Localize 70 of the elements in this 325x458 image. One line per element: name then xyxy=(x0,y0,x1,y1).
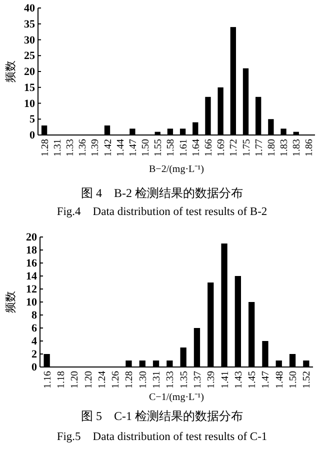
x-tick-label: 1.48 xyxy=(274,371,286,388)
x-tick-label: 1.64 xyxy=(190,139,202,156)
text: 图 5 C-1 检测结果的数据分布 xyxy=(81,409,243,423)
x-tick-label: 1.77 xyxy=(254,139,265,156)
y-axis-title: 频数 xyxy=(5,291,17,313)
y-tick-label: 8 xyxy=(32,310,38,322)
x-tick-label: 1.39 xyxy=(206,371,218,388)
y-axis-title: 频数 xyxy=(5,60,17,82)
y-tick-label: 30 xyxy=(24,34,36,46)
y-tick-label: 12 xyxy=(26,284,38,296)
y-tick-label: 6 xyxy=(32,322,38,334)
x-tick-label: 1.80 xyxy=(266,139,278,156)
x-tick-label: 1.45 xyxy=(247,371,258,388)
x-tick-label: 1.72 xyxy=(228,139,240,156)
x-tick-label: 1.31 xyxy=(52,139,64,156)
y-tick-label: 18 xyxy=(26,244,38,256)
x-tick-label: 1.66 xyxy=(203,139,214,156)
x-tick-label: 1.43 xyxy=(233,371,244,388)
y-tick-label: 0 xyxy=(32,362,38,374)
x-axis-title: C−1/(mg·L⁻¹) xyxy=(149,392,204,403)
x-tick-label: 1.24 xyxy=(96,371,108,388)
x-tick-label: 1.69 xyxy=(216,139,228,156)
y-tick-label: 5 xyxy=(30,114,36,126)
y-tick-label: 10 xyxy=(24,98,36,110)
x-tick-label: 1.44 xyxy=(115,139,126,156)
y-tick-label: 0 xyxy=(30,130,36,142)
x-tick-label: 1.83 xyxy=(279,139,290,156)
y-tick-label: 20 xyxy=(24,66,36,78)
x-tick-label: 1.33 xyxy=(165,371,176,388)
x-tick-label: 1.55 xyxy=(153,139,164,156)
x-tick-label: 1.86 xyxy=(304,139,316,156)
x-tick-label: 1.36 xyxy=(78,139,89,156)
x-tick-label: 1.39 xyxy=(90,139,102,156)
x-tick-label: 1.33 xyxy=(64,139,76,156)
x-tick-label: 1.28 xyxy=(124,371,136,388)
x-tick-label: 1.47 xyxy=(128,139,139,156)
y-tick-label: 4 xyxy=(32,336,38,348)
x-tick-label: 1.26 xyxy=(110,371,122,388)
y-tick-label: 25 xyxy=(24,50,36,62)
y-tick-label: 15 xyxy=(24,82,36,94)
x-tick-label: 1.83 xyxy=(292,139,303,156)
x-tick-label: 1.35 xyxy=(178,371,190,388)
x-tick-label: 1.50 xyxy=(288,371,300,388)
x-tick-label: 1.18 xyxy=(56,371,67,388)
y-tick-label: 35 xyxy=(24,18,36,30)
x-tick-label: 1.20 xyxy=(83,371,94,388)
y-tick-label: 20 xyxy=(26,232,38,244)
x-tick-label: 1.28 xyxy=(40,139,51,156)
y-tick-label: 40 xyxy=(24,2,36,14)
x-tick-label: 1.42 xyxy=(102,139,114,156)
x-tick-label: 1.50 xyxy=(140,139,152,156)
x-tick-label: 1.16 xyxy=(42,371,54,388)
x-tick-label: 1.58 xyxy=(166,139,177,156)
y-tick-label: 10 xyxy=(26,296,38,308)
x-tick-label: 1.75 xyxy=(241,139,252,156)
text: Fig.4 Data distribution of test results of B-2 xyxy=(56,206,268,218)
x-tick-label: 1.20 xyxy=(70,371,81,388)
x-tick-label: 1.47 xyxy=(260,371,272,388)
x-tick-label: 1.30 xyxy=(138,371,149,388)
y-tick-label: 2 xyxy=(32,348,38,360)
x-axis-title: B−2/(mg·L⁻¹) xyxy=(149,164,204,175)
x-tick-label: 1.41 xyxy=(220,371,231,388)
x-tick-label: 1.37 xyxy=(192,371,204,388)
x-tick-label: 1.31 xyxy=(152,371,163,388)
y-tick-label: 16 xyxy=(26,258,38,270)
y-tick-label: 14 xyxy=(26,270,38,282)
text: 图 4 B-2 检测结果的数据分布 xyxy=(81,186,243,200)
x-tick-label: 1.52 xyxy=(302,371,313,388)
text: Fig.5 Data distribution of test results of C-1 xyxy=(56,431,268,443)
x-tick-label: 1.61 xyxy=(178,139,190,156)
